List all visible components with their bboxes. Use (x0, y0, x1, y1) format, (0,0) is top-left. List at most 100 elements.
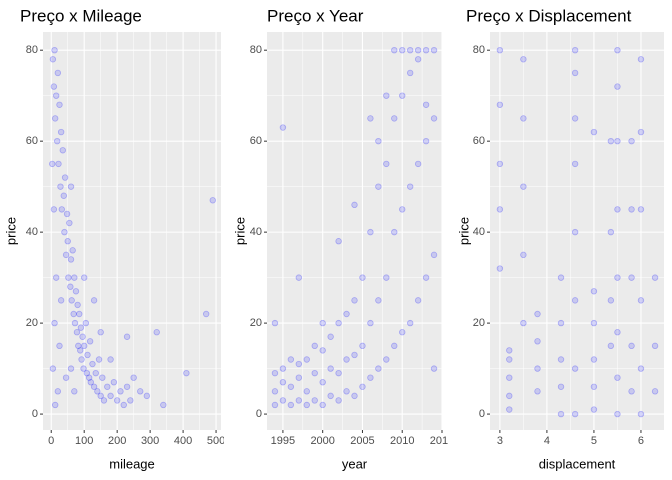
point (506, 347, 513, 354)
point (375, 137, 382, 145)
point (77, 324, 85, 331)
point (123, 383, 131, 390)
point (430, 115, 438, 122)
point (422, 101, 430, 108)
point (391, 228, 398, 236)
point (614, 46, 621, 54)
point (406, 319, 414, 327)
point (391, 46, 398, 54)
panel-background (267, 32, 442, 430)
point (496, 206, 504, 213)
point (383, 356, 390, 363)
point (319, 319, 326, 327)
point (607, 342, 615, 350)
point (335, 238, 342, 245)
point (571, 69, 579, 77)
point (71, 388, 78, 395)
point (49, 365, 57, 372)
y-tick-label: 40 (473, 226, 485, 238)
panel-background (43, 32, 221, 430)
point (399, 92, 406, 99)
point (311, 397, 318, 404)
point (75, 342, 82, 350)
point (628, 274, 635, 281)
point (614, 83, 621, 90)
point (590, 128, 598, 136)
x-tick-label: 200 (108, 435, 126, 447)
x-tick-label: 6 (638, 435, 644, 447)
point (590, 356, 598, 363)
point (53, 137, 61, 145)
point (399, 329, 406, 336)
point (61, 174, 69, 181)
y-tick-label: 20 (473, 317, 485, 329)
point (335, 319, 342, 327)
point (77, 347, 84, 354)
point (590, 383, 598, 390)
point (71, 274, 78, 281)
y-axis-label: price (232, 217, 247, 245)
point (607, 228, 615, 236)
point (422, 46, 430, 54)
point (84, 351, 91, 359)
point (50, 206, 58, 213)
point (68, 297, 75, 304)
point (95, 356, 103, 363)
point (127, 397, 134, 404)
points (271, 46, 438, 409)
point (303, 388, 310, 395)
point (107, 392, 114, 400)
x-tick-label: 5 (591, 435, 597, 447)
point (295, 274, 303, 281)
point (153, 329, 160, 336)
point (71, 319, 79, 327)
y-tick-label: 60 (26, 135, 38, 147)
point (295, 360, 303, 368)
point (56, 342, 63, 350)
point (160, 401, 167, 409)
point (335, 369, 342, 377)
point (70, 310, 77, 318)
point (57, 183, 64, 190)
x-tick-label: 300 (141, 435, 159, 447)
point (62, 251, 70, 259)
x-axis-label: mileage (109, 456, 155, 471)
x-tick-label: 3 (497, 435, 503, 447)
point (571, 228, 579, 236)
point (414, 160, 422, 168)
point (79, 333, 86, 340)
x-axis-label: displacement (539, 456, 616, 471)
x-tick-label: 1995 (271, 435, 295, 447)
point (89, 360, 96, 368)
point (82, 319, 90, 327)
point (637, 56, 645, 63)
point (67, 256, 75, 263)
point (399, 206, 406, 213)
point (69, 247, 76, 254)
point (359, 274, 366, 281)
point (614, 206, 621, 213)
point (279, 379, 287, 386)
point (557, 274, 565, 281)
point (49, 56, 57, 63)
point (65, 274, 72, 281)
point (430, 251, 438, 259)
point (327, 333, 334, 340)
x-tick-label: 4 (544, 435, 550, 447)
point (295, 397, 303, 404)
x-tick-label: 0 (48, 435, 54, 447)
point (55, 160, 62, 168)
point (85, 374, 93, 381)
point (123, 333, 131, 340)
point (351, 201, 358, 209)
point (506, 356, 513, 363)
point (51, 319, 58, 327)
point (209, 197, 216, 204)
point (311, 369, 318, 377)
point (406, 46, 414, 54)
point (520, 319, 527, 327)
point (83, 369, 91, 377)
point (399, 46, 406, 54)
point (61, 228, 68, 236)
point (100, 397, 108, 404)
